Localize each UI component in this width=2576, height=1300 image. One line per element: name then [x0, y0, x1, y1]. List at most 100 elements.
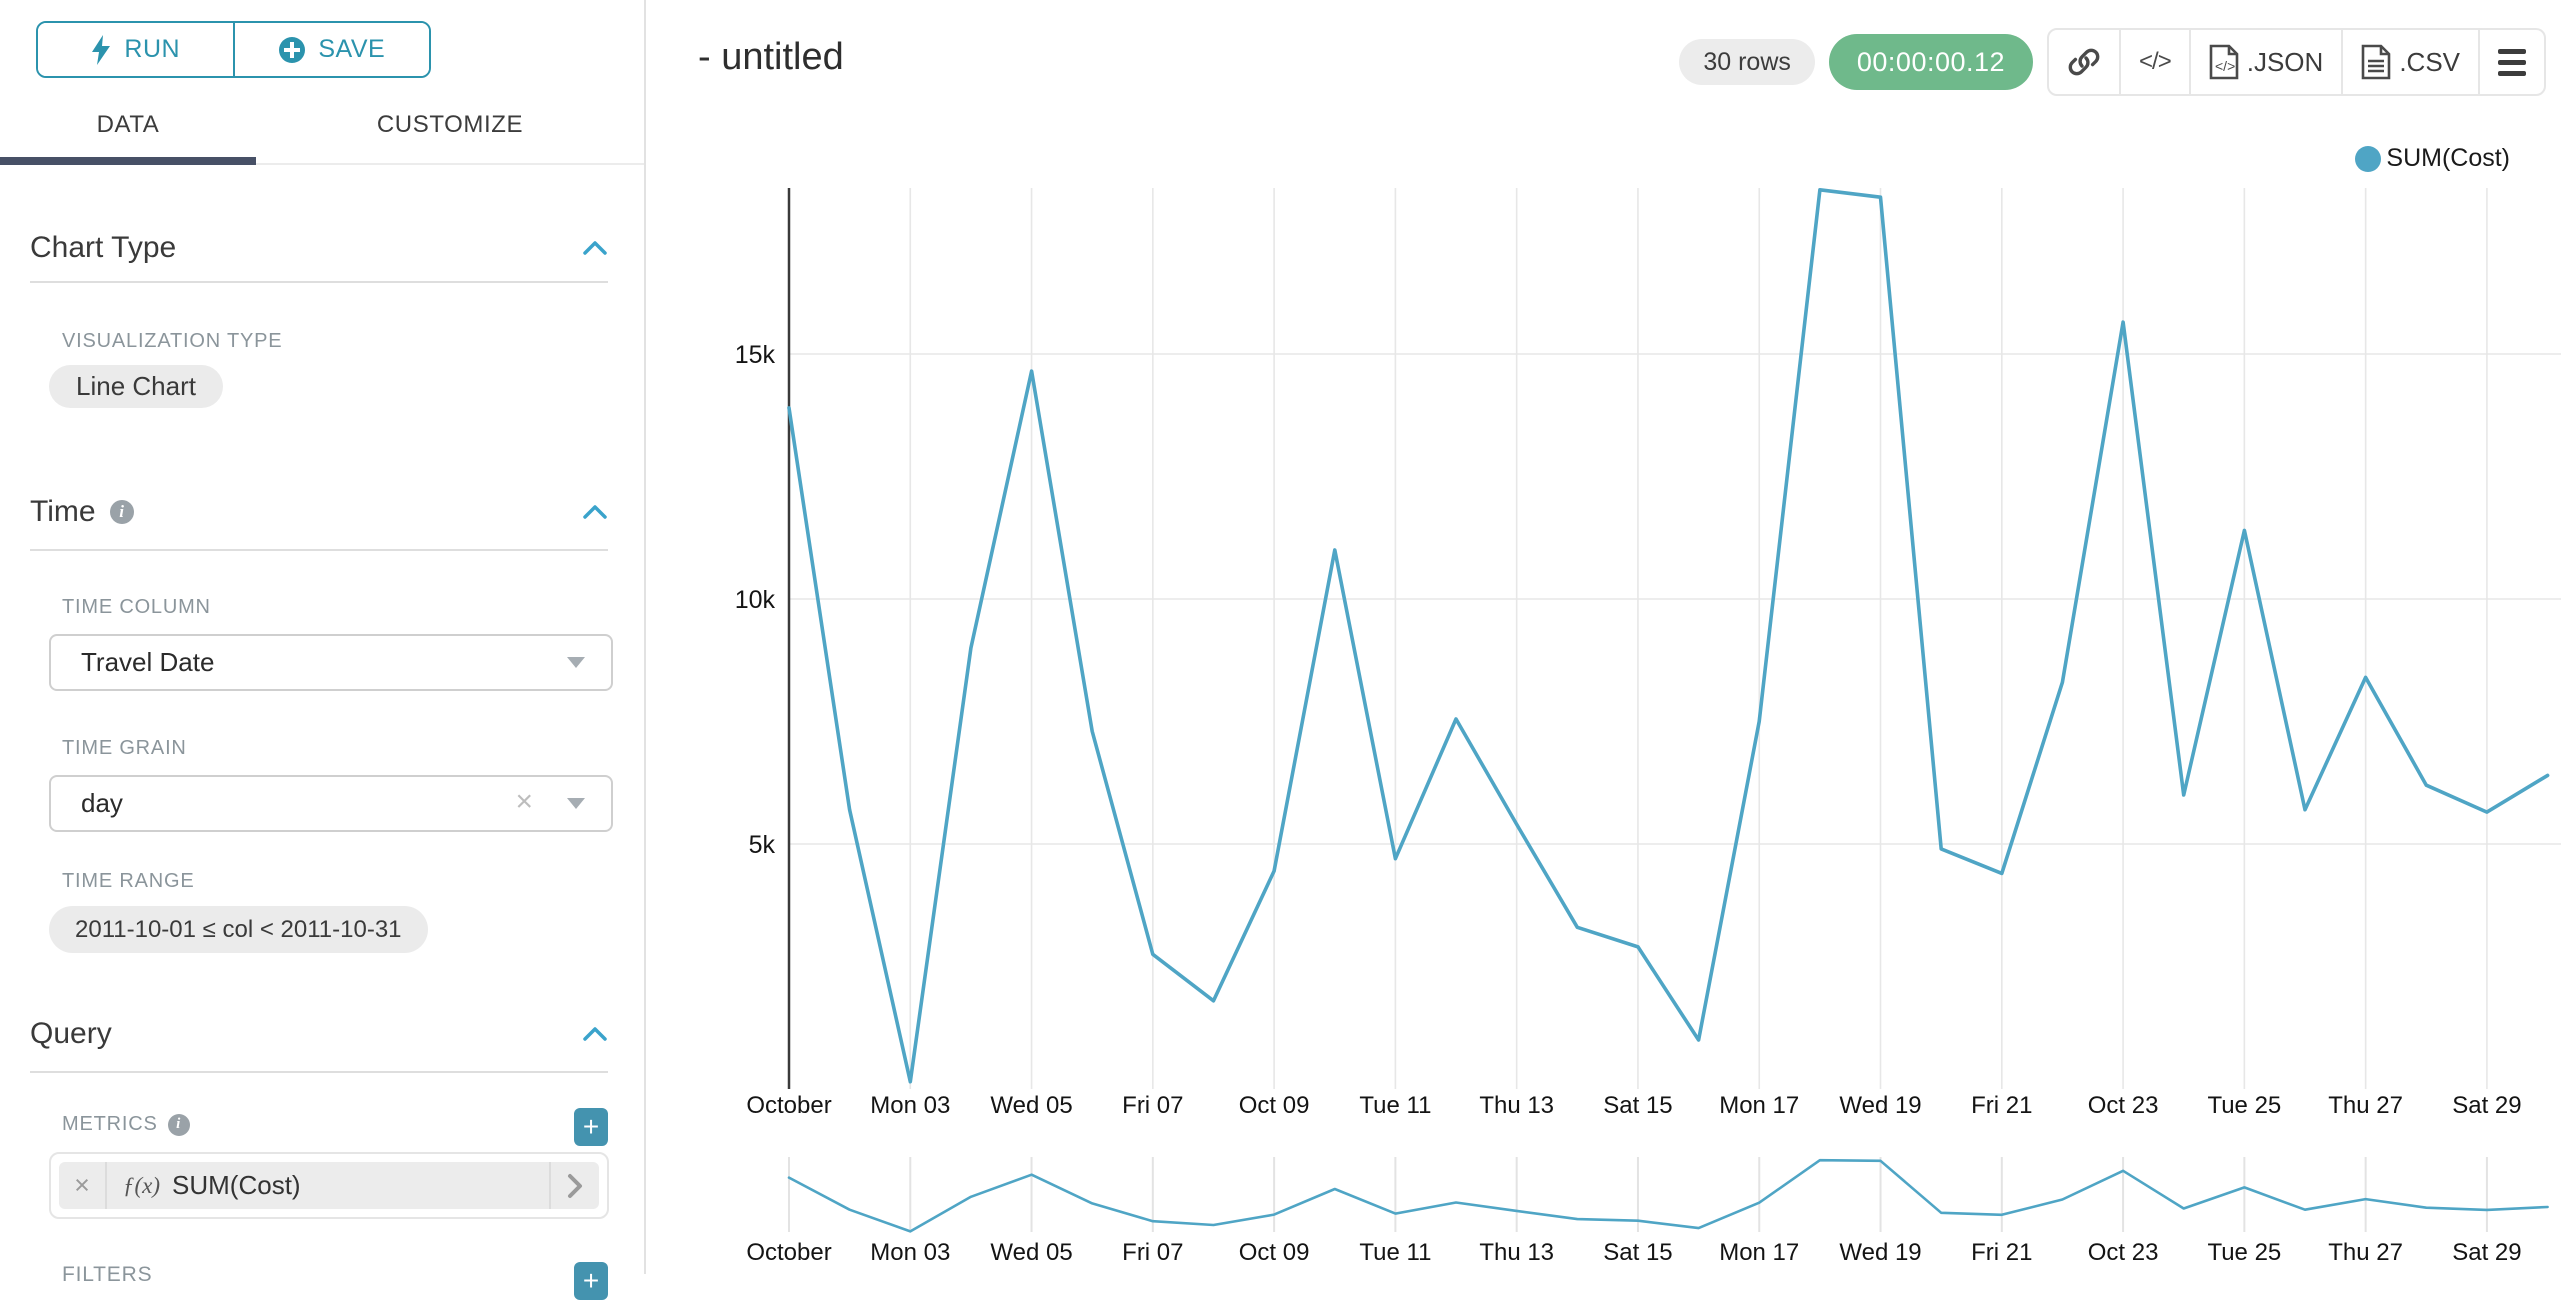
x-axis-tick-label: Wed 19 — [1839, 1092, 1921, 1119]
brush-axis-tick-label: Sat 15 — [1603, 1239, 1672, 1266]
csv-file-icon — [2362, 44, 2391, 80]
brush-axis-tick-label: Mon 17 — [1719, 1239, 1799, 1266]
lightning-bolt-icon — [92, 34, 111, 65]
x-axis-tick-label: Oct 23 — [2088, 1092, 2159, 1119]
x-axis-tick-label: Wed 05 — [990, 1092, 1072, 1119]
x-axis-tick-label: Thu 13 — [1479, 1092, 1554, 1119]
time-column-value: Travel Date — [81, 647, 215, 677]
legend-series-label: SUM(Cost) — [2386, 144, 2510, 172]
legend-series-dot[interactable] — [2355, 145, 2382, 172]
metric-body[interactable]: ƒ(x) SUM(Cost) — [107, 1170, 549, 1201]
tab-customize[interactable]: CUSTOMIZE — [256, 86, 644, 163]
tab-customize-label: CUSTOMIZE — [376, 110, 524, 138]
time-column-select[interactable]: Travel Date — [49, 634, 613, 691]
explore-sidebar: RUN SAVE DATA CUSTOMIZE Chart Type VISUA… — [0, 0, 646, 1300]
time-section-title: Time — [30, 495, 96, 528]
section-divider — [30, 1071, 608, 1073]
chart-title[interactable]: - untitled — [698, 36, 844, 78]
time-column-label: TIME COLUMN — [62, 596, 211, 618]
export-json-button[interactable]: </> .JSON — [2188, 30, 2342, 94]
time-section-header[interactable]: Time i — [30, 492, 608, 532]
row-count-badge: 30 rows — [1679, 39, 1815, 85]
add-filter-button[interactable]: + — [574, 1262, 608, 1300]
time-grain-select[interactable]: day × — [49, 775, 613, 832]
visualization-type-label: VISUALIZATION TYPE — [62, 330, 283, 352]
save-button-label: SAVE — [318, 35, 386, 63]
tab-data-label: DATA — [96, 110, 160, 138]
brush-axis-tick-label: Fri 21 — [1971, 1239, 2032, 1266]
remove-metric-icon[interactable]: × — [59, 1162, 107, 1209]
chart-panel: - untitled 30 rows 00:00:00.12 </> </> .… — [646, 0, 2576, 1274]
query-timer-badge: 00:00:00.12 — [1828, 34, 2034, 90]
code-icon: </> — [2139, 48, 2172, 75]
y-axis-tick-label: 10k — [735, 586, 776, 614]
more-options-button[interactable] — [2478, 30, 2544, 94]
export-csv-label: .CSV — [2399, 46, 2460, 77]
export-json-label: .JSON — [2246, 46, 2324, 77]
expand-metric-button[interactable] — [549, 1162, 599, 1209]
brush-axis-tick-label: Tue 11 — [1359, 1239, 1431, 1266]
export-button-group: </> </> .JSON .CSV — [2047, 28, 2546, 96]
x-icon: × — [74, 1170, 90, 1200]
x-axis-tick-label: Oct 09 — [1239, 1092, 1310, 1119]
x-axis-tick-label: Mon 17 — [1719, 1092, 1799, 1119]
x-axis-tick-label: Tue 11 — [1359, 1092, 1431, 1119]
x-axis-tick-label: Sat 15 — [1603, 1092, 1672, 1119]
chart-type-section-header[interactable]: Chart Type — [30, 228, 608, 268]
chart-toolbar: 30 rows 00:00:00.12 </> </> .JSON — [1679, 28, 2546, 96]
plus-circle-icon — [279, 36, 306, 63]
x-axis-tick-label: Mon 03 — [870, 1092, 950, 1119]
sidebar-tabs: DATA CUSTOMIZE — [0, 86, 644, 165]
time-range-pill[interactable]: 2011-10-01 ≤ col < 2011-10-31 — [49, 906, 428, 953]
run-button-label: RUN — [124, 35, 181, 63]
tab-data[interactable]: DATA — [0, 86, 256, 165]
x-axis-tick-label: Thu 27 — [2328, 1092, 2403, 1119]
time-range-label: TIME RANGE — [62, 870, 195, 892]
brush-axis-tick-label: Wed 05 — [990, 1239, 1072, 1266]
chevron-up-icon[interactable] — [582, 1026, 608, 1042]
metrics-label-text: METRICS — [62, 1113, 158, 1135]
time-grain-value: day — [81, 788, 123, 818]
query-section-header[interactable]: Query — [30, 1014, 608, 1054]
x-axis-tick-label: Tue 25 — [2207, 1092, 2281, 1119]
info-icon: i — [167, 1113, 190, 1136]
view-query-button[interactable]: </> — [2119, 30, 2189, 94]
metrics-label: METRICS i — [62, 1113, 190, 1136]
query-section-title: Query — [30, 1017, 112, 1050]
x-axis-tick-label: Fri 07 — [1122, 1092, 1183, 1119]
y-axis-tick-label: 15k — [735, 341, 776, 369]
metrics-control: × ƒ(x) SUM(Cost) — [49, 1152, 609, 1219]
brush-axis-tick-label: October — [746, 1239, 831, 1266]
chevron-up-icon[interactable] — [582, 240, 608, 256]
share-link-button[interactable] — [2049, 30, 2119, 94]
section-divider — [30, 549, 608, 551]
y-axis-tick-label: 5k — [749, 831, 776, 859]
visualization-type-pill[interactable]: Line Chart — [49, 365, 223, 408]
link-icon — [2068, 48, 2100, 76]
caret-down-icon — [567, 657, 585, 668]
filters-label: FILTERS — [62, 1263, 153, 1286]
plus-icon: + — [582, 1111, 600, 1142]
series-line[interactable] — [787, 188, 2550, 1084]
export-csv-button[interactable]: .CSV — [2341, 30, 2478, 94]
chevron-up-icon[interactable] — [582, 504, 608, 520]
visualization-type-value: Line Chart — [76, 371, 196, 401]
line-chart-canvas[interactable]: 5k 10k 15k October October Mon 03 Mon 03 Wed 05… — [646, 0, 2576, 1274]
clear-icon[interactable]: × — [515, 785, 533, 818]
chart-legend[interactable]: SUM(Cost) — [2355, 144, 2510, 173]
range-brush-series-line[interactable] — [787, 1158, 2549, 1233]
info-icon: i — [109, 500, 134, 524]
caret-down-icon — [567, 798, 585, 809]
brush-axis-tick-label: Thu 13 — [1479, 1239, 1554, 1266]
time-grain-label: TIME GRAIN — [62, 737, 187, 759]
x-axis-tick-label: Sat 29 — [2452, 1092, 2521, 1119]
section-divider — [30, 281, 608, 283]
brush-axis-tick-label: Sat 29 — [2452, 1239, 2521, 1266]
run-button[interactable]: RUN — [38, 23, 233, 76]
brush-axis-tick-label: Wed 19 — [1839, 1239, 1921, 1266]
time-range-value: 2011-10-01 ≤ col < 2011-10-31 — [75, 915, 402, 943]
save-button[interactable]: SAVE — [232, 23, 429, 76]
add-metric-button[interactable]: + — [574, 1108, 608, 1146]
brush-axis-tick-label: Mon 03 — [870, 1239, 950, 1266]
metric-pill[interactable]: × ƒ(x) SUM(Cost) — [59, 1162, 599, 1209]
